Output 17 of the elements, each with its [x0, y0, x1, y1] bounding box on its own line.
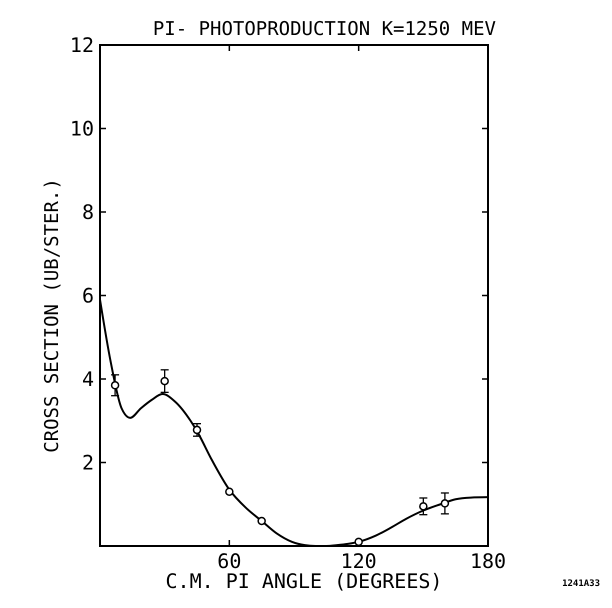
y-tick-label: 6	[82, 284, 94, 308]
y-tick-label: 12	[70, 33, 94, 57]
point	[192, 426, 202, 434]
point	[110, 381, 120, 390]
point	[160, 376, 169, 386]
y-tick-label: 8	[82, 200, 94, 224]
y-tick-label: 2	[82, 450, 94, 474]
y-axis-title: CROSS SECTION (UB/STER.)	[41, 178, 63, 453]
x-tick-label: 180	[470, 549, 506, 573]
point	[419, 502, 428, 511]
chart-title: PI- PHOTOPRODUCTION K=1250 MEV	[152, 18, 496, 40]
text: 1241A33	[562, 579, 600, 589]
y-tick-label: 10	[70, 116, 94, 140]
point	[225, 487, 234, 496]
y-tick-label: 4	[82, 367, 94, 391]
point	[257, 516, 266, 526]
point	[440, 499, 450, 508]
